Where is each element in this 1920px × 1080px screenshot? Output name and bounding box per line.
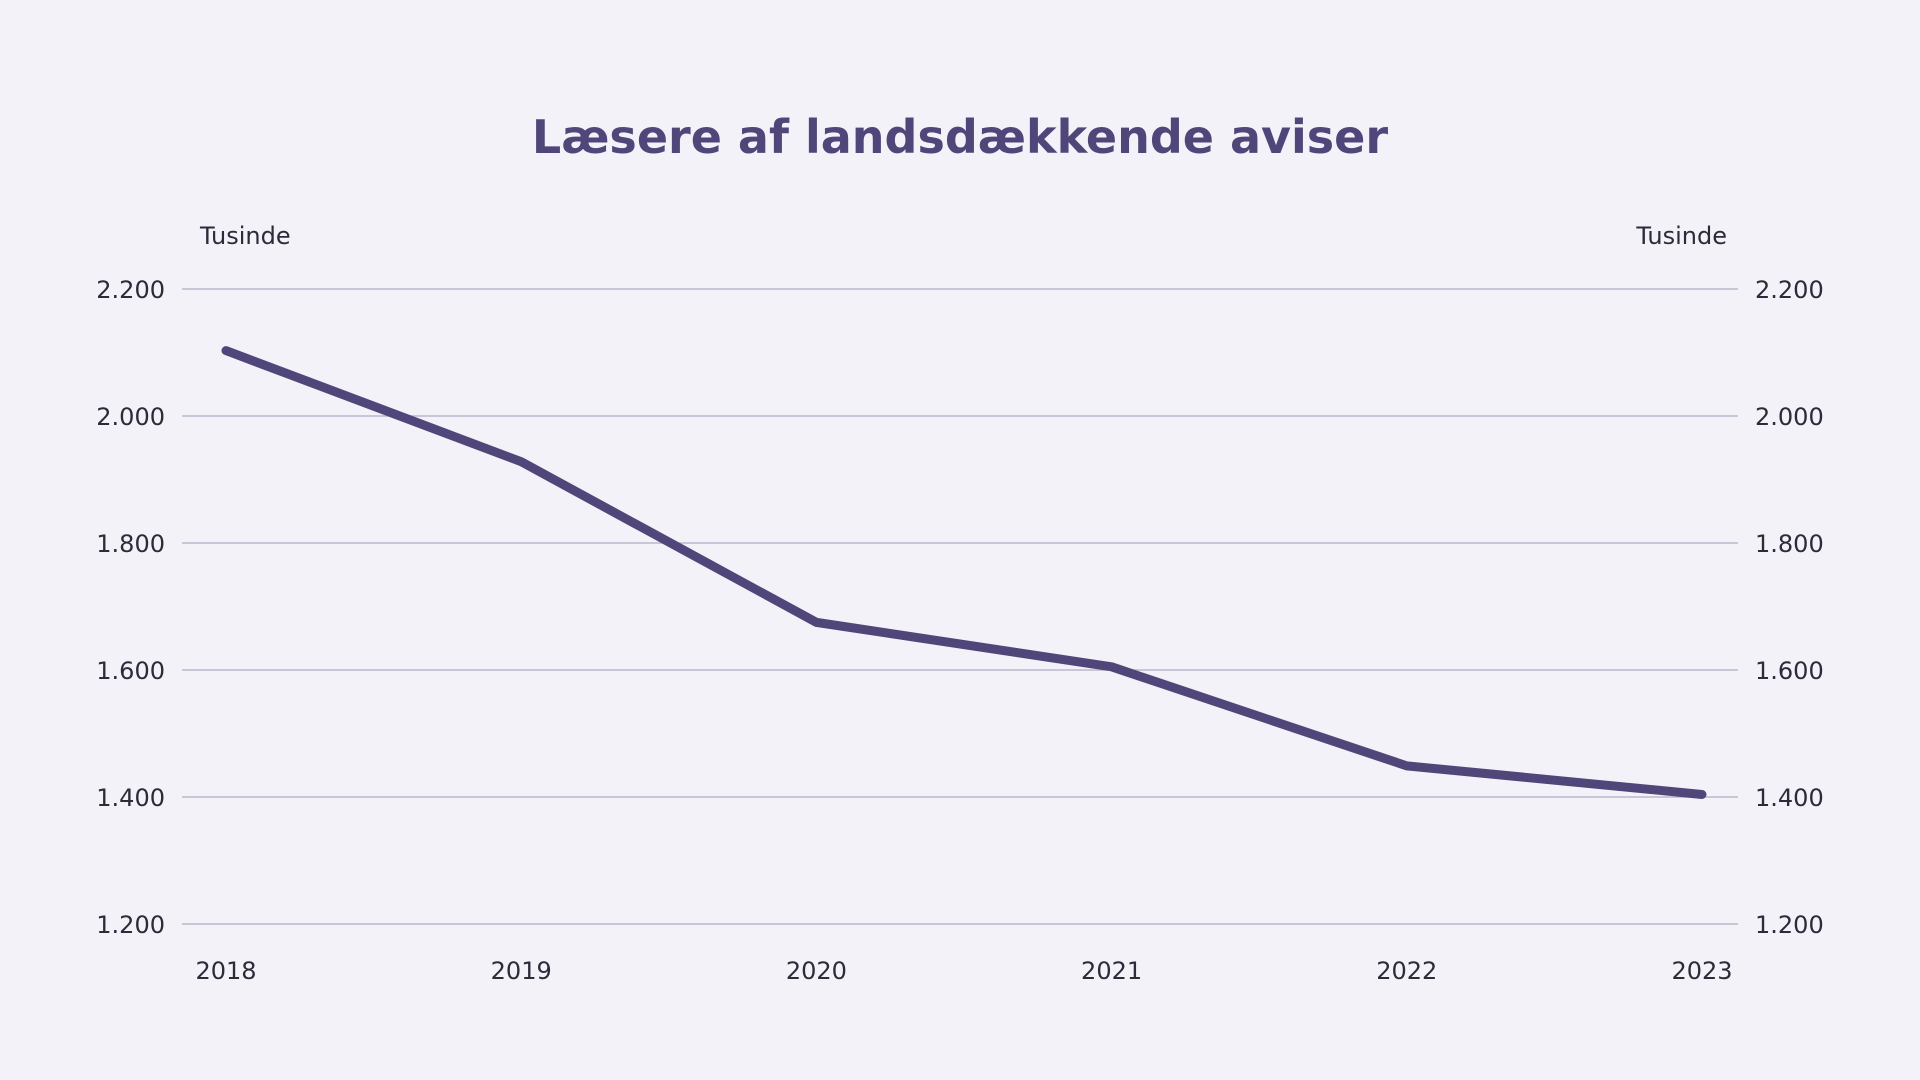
x-axis-ticks: 2018 2019 2020 2021 2022 2023 <box>195 957 1732 985</box>
x-tick-label: 2021 <box>1081 957 1142 985</box>
y-tick-label-right: 1.200 <box>1755 911 1824 939</box>
left-y-axis-ticks: 2.200 2.000 1.800 1.600 1.400 1.200 <box>96 276 165 939</box>
x-tick-label: 2018 <box>195 957 256 985</box>
y-tick-label-right: 1.400 <box>1755 784 1824 812</box>
y-tick-label-left: 2.000 <box>96 403 165 431</box>
y-tick-label-left: 1.600 <box>96 657 165 685</box>
y-tick-label-right: 2.200 <box>1755 276 1824 304</box>
x-tick-label: 2022 <box>1376 957 1437 985</box>
right-y-axis-ticks: 2.200 2.000 1.800 1.600 1.400 1.200 <box>1755 276 1824 939</box>
x-tick-label: 2020 <box>786 957 847 985</box>
right-axis-unit-label: Tusinde <box>1635 222 1727 250</box>
y-tick-label-left: 2.200 <box>96 276 165 304</box>
grid-lines <box>182 288 1738 925</box>
y-tick-label-left: 1.400 <box>96 784 165 812</box>
series-line <box>221 346 1707 799</box>
y-tick-label-left: 1.200 <box>96 911 165 939</box>
x-tick-label: 2019 <box>491 957 552 985</box>
left-axis-unit-label: Tusinde <box>199 222 291 250</box>
series-group <box>221 346 1707 799</box>
y-tick-label-right: 1.600 <box>1755 657 1824 685</box>
y-tick-label-right: 1.800 <box>1755 530 1824 558</box>
chart-title: Læsere af landsdækkende aviser <box>532 110 1388 164</box>
y-tick-label-right: 2.000 <box>1755 403 1824 431</box>
x-tick-label: 2023 <box>1671 957 1732 985</box>
y-tick-label-left: 1.800 <box>96 530 165 558</box>
